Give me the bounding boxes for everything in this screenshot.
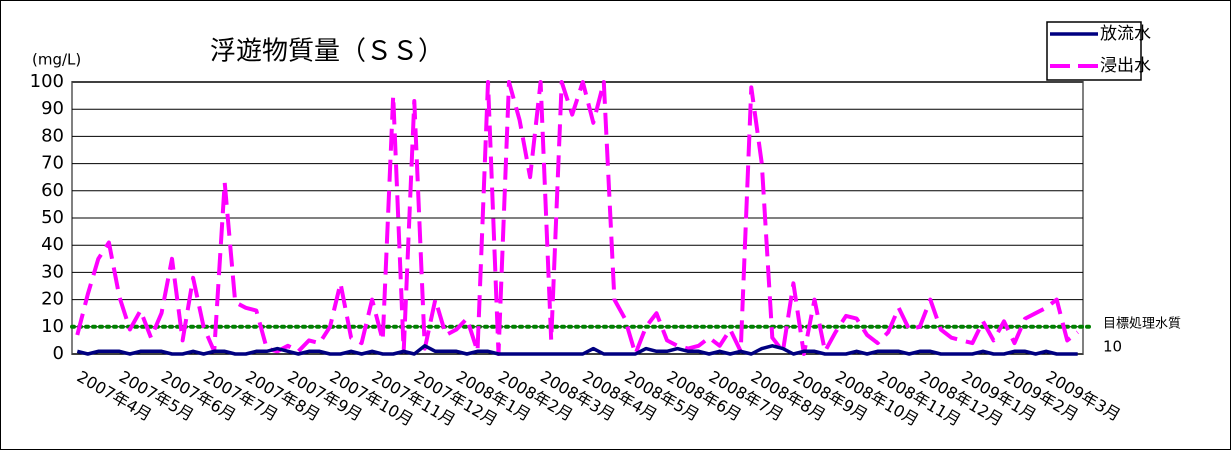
series-line: [76, 344, 1078, 356]
legend-label: 浸出水: [1100, 56, 1151, 76]
y-tick-label: 80: [41, 125, 64, 146]
legend-box: [1046, 21, 1142, 81]
y-tick-label: 50: [41, 207, 64, 228]
y-tick-label: 10: [41, 316, 64, 337]
y-tick-label: 90: [41, 98, 64, 119]
y-tick-label: 100: [30, 71, 64, 92]
series-line: [75, 80, 1079, 356]
y-tick-label: 30: [41, 261, 64, 282]
y-tick-label: 70: [41, 153, 64, 174]
target-value: 10: [1103, 337, 1122, 355]
y-tick-label: 0: [53, 343, 64, 364]
unit-label: (mg/L): [32, 51, 81, 69]
chart-title: 浮遊物質量（ＳＳ）: [210, 37, 444, 67]
legend-label: 放流水: [1100, 24, 1151, 44]
y-tick-label: 40: [41, 234, 64, 255]
target-label: 目標処理水質: [1103, 316, 1181, 331]
y-tick-label: 60: [41, 180, 64, 201]
y-tick-label: 20: [41, 289, 64, 310]
